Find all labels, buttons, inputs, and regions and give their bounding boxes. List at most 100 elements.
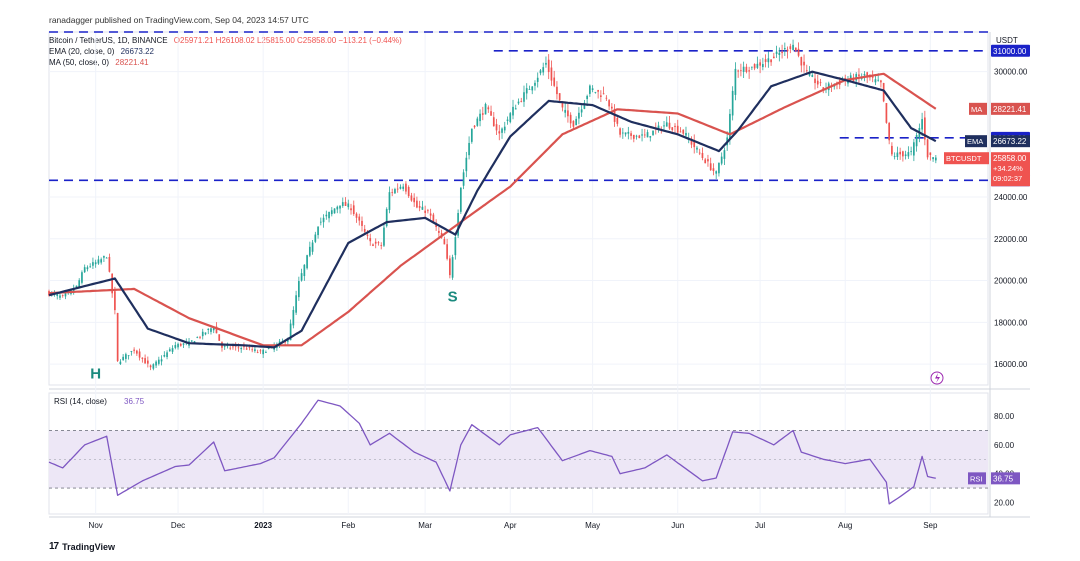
candle-body [100, 259, 103, 263]
tradingview-brand: 17 TradingView [49, 541, 115, 552]
candle-body [772, 56, 775, 59]
price-tick-label: 22000.00 [994, 235, 1028, 244]
candle-body [385, 209, 388, 227]
candle-body [737, 70, 740, 72]
candle-body [265, 352, 267, 354]
candle-body [805, 70, 808, 72]
candle-body [61, 294, 64, 296]
candle-body [600, 95, 602, 97]
candle-body [369, 238, 372, 242]
candle-body [56, 294, 59, 297]
candle-body [627, 131, 630, 134]
candle-body [756, 63, 759, 68]
candle-body [503, 126, 506, 131]
candle-body [814, 78, 816, 84]
candle-body [267, 348, 270, 349]
candle-body [484, 103, 487, 115]
candle-body [723, 150, 726, 159]
candle-body [649, 136, 652, 138]
ema-legend-label: EMA (20, close, 0) [49, 47, 115, 56]
candle-body [64, 293, 67, 297]
price-tick-label: 18000.00 [994, 318, 1028, 327]
candle-body [97, 259, 100, 264]
candle-body [652, 130, 654, 136]
axes: 16000.00 18000.00 20000.00 22000.00 24000.00… [89, 68, 1028, 530]
candle-body [317, 226, 319, 236]
candle-body [536, 77, 539, 82]
candle-body [926, 139, 929, 158]
candle-body [808, 72, 811, 76]
candle-body [567, 110, 569, 117]
candle-body [190, 340, 193, 342]
candle-body [877, 79, 880, 81]
candle-body [638, 135, 641, 139]
candle-body [891, 145, 893, 155]
candle-body [325, 214, 328, 217]
rsi-tag-label: RSI [970, 474, 983, 483]
candle-body [182, 343, 185, 345]
candle-body [443, 239, 446, 245]
candles [48, 39, 937, 371]
candle-body [520, 101, 523, 102]
ma-legend: MA (50, close, 0) 28221.41 [49, 58, 149, 67]
time-tick-label: Jul [755, 521, 765, 530]
candle-body [767, 58, 770, 63]
candle-body [146, 360, 149, 364]
symbol-tag [944, 152, 989, 165]
candle-body [759, 62, 761, 66]
candle-body [701, 153, 704, 159]
candle-body [103, 256, 105, 258]
candle-body [594, 91, 597, 93]
time-tick-label: Apr [504, 521, 517, 530]
candle-body [303, 264, 306, 277]
candle-body [696, 147, 698, 150]
candle-body [690, 138, 693, 145]
currency-label: USDT [996, 36, 1018, 45]
candle-body [874, 79, 877, 83]
candle-body [347, 203, 350, 208]
ema-value-tag [991, 135, 1030, 148]
price-tick-label: 20000.00 [994, 277, 1028, 286]
candle-body [418, 206, 421, 208]
candle-body [413, 197, 416, 203]
candle-body [78, 280, 81, 287]
candle-body [416, 200, 418, 208]
tradingview-logo-icon: 17 [49, 541, 59, 552]
candle-body [495, 124, 498, 131]
candle-body [89, 266, 92, 268]
bar-countdown: 09:02:37 [993, 174, 1022, 183]
candle-body [852, 79, 855, 82]
candle-body [287, 340, 289, 342]
candle-body [72, 289, 75, 293]
price-tick-label: 30000.00 [994, 68, 1028, 77]
candle-body [720, 156, 723, 164]
candle-body [707, 159, 709, 162]
rsi-tick-label: 60.00 [994, 441, 1015, 450]
candle-body [240, 348, 243, 350]
candle-body [141, 357, 144, 359]
candle-body [547, 59, 550, 73]
candle-body [487, 107, 490, 110]
candle-body [740, 70, 742, 72]
candle-body [674, 125, 676, 127]
candle-body [685, 132, 687, 136]
candle-body [792, 44, 794, 50]
candle-body [849, 75, 852, 80]
candle-body [136, 350, 138, 354]
candle-body [177, 343, 179, 348]
candle-body [668, 122, 671, 129]
candle-body [229, 347, 232, 349]
candle-body [558, 93, 561, 101]
candle-body [114, 291, 116, 311]
rsi-tick-label: 80.00 [994, 412, 1015, 421]
candle-body [575, 118, 578, 126]
candle-body [556, 86, 558, 95]
candle-body [621, 132, 624, 134]
candle-body [934, 157, 937, 161]
candle-body [610, 106, 613, 109]
candle-body [152, 364, 155, 369]
candle-body [421, 206, 424, 210]
candle-body [880, 80, 882, 83]
candle-body [709, 163, 712, 171]
